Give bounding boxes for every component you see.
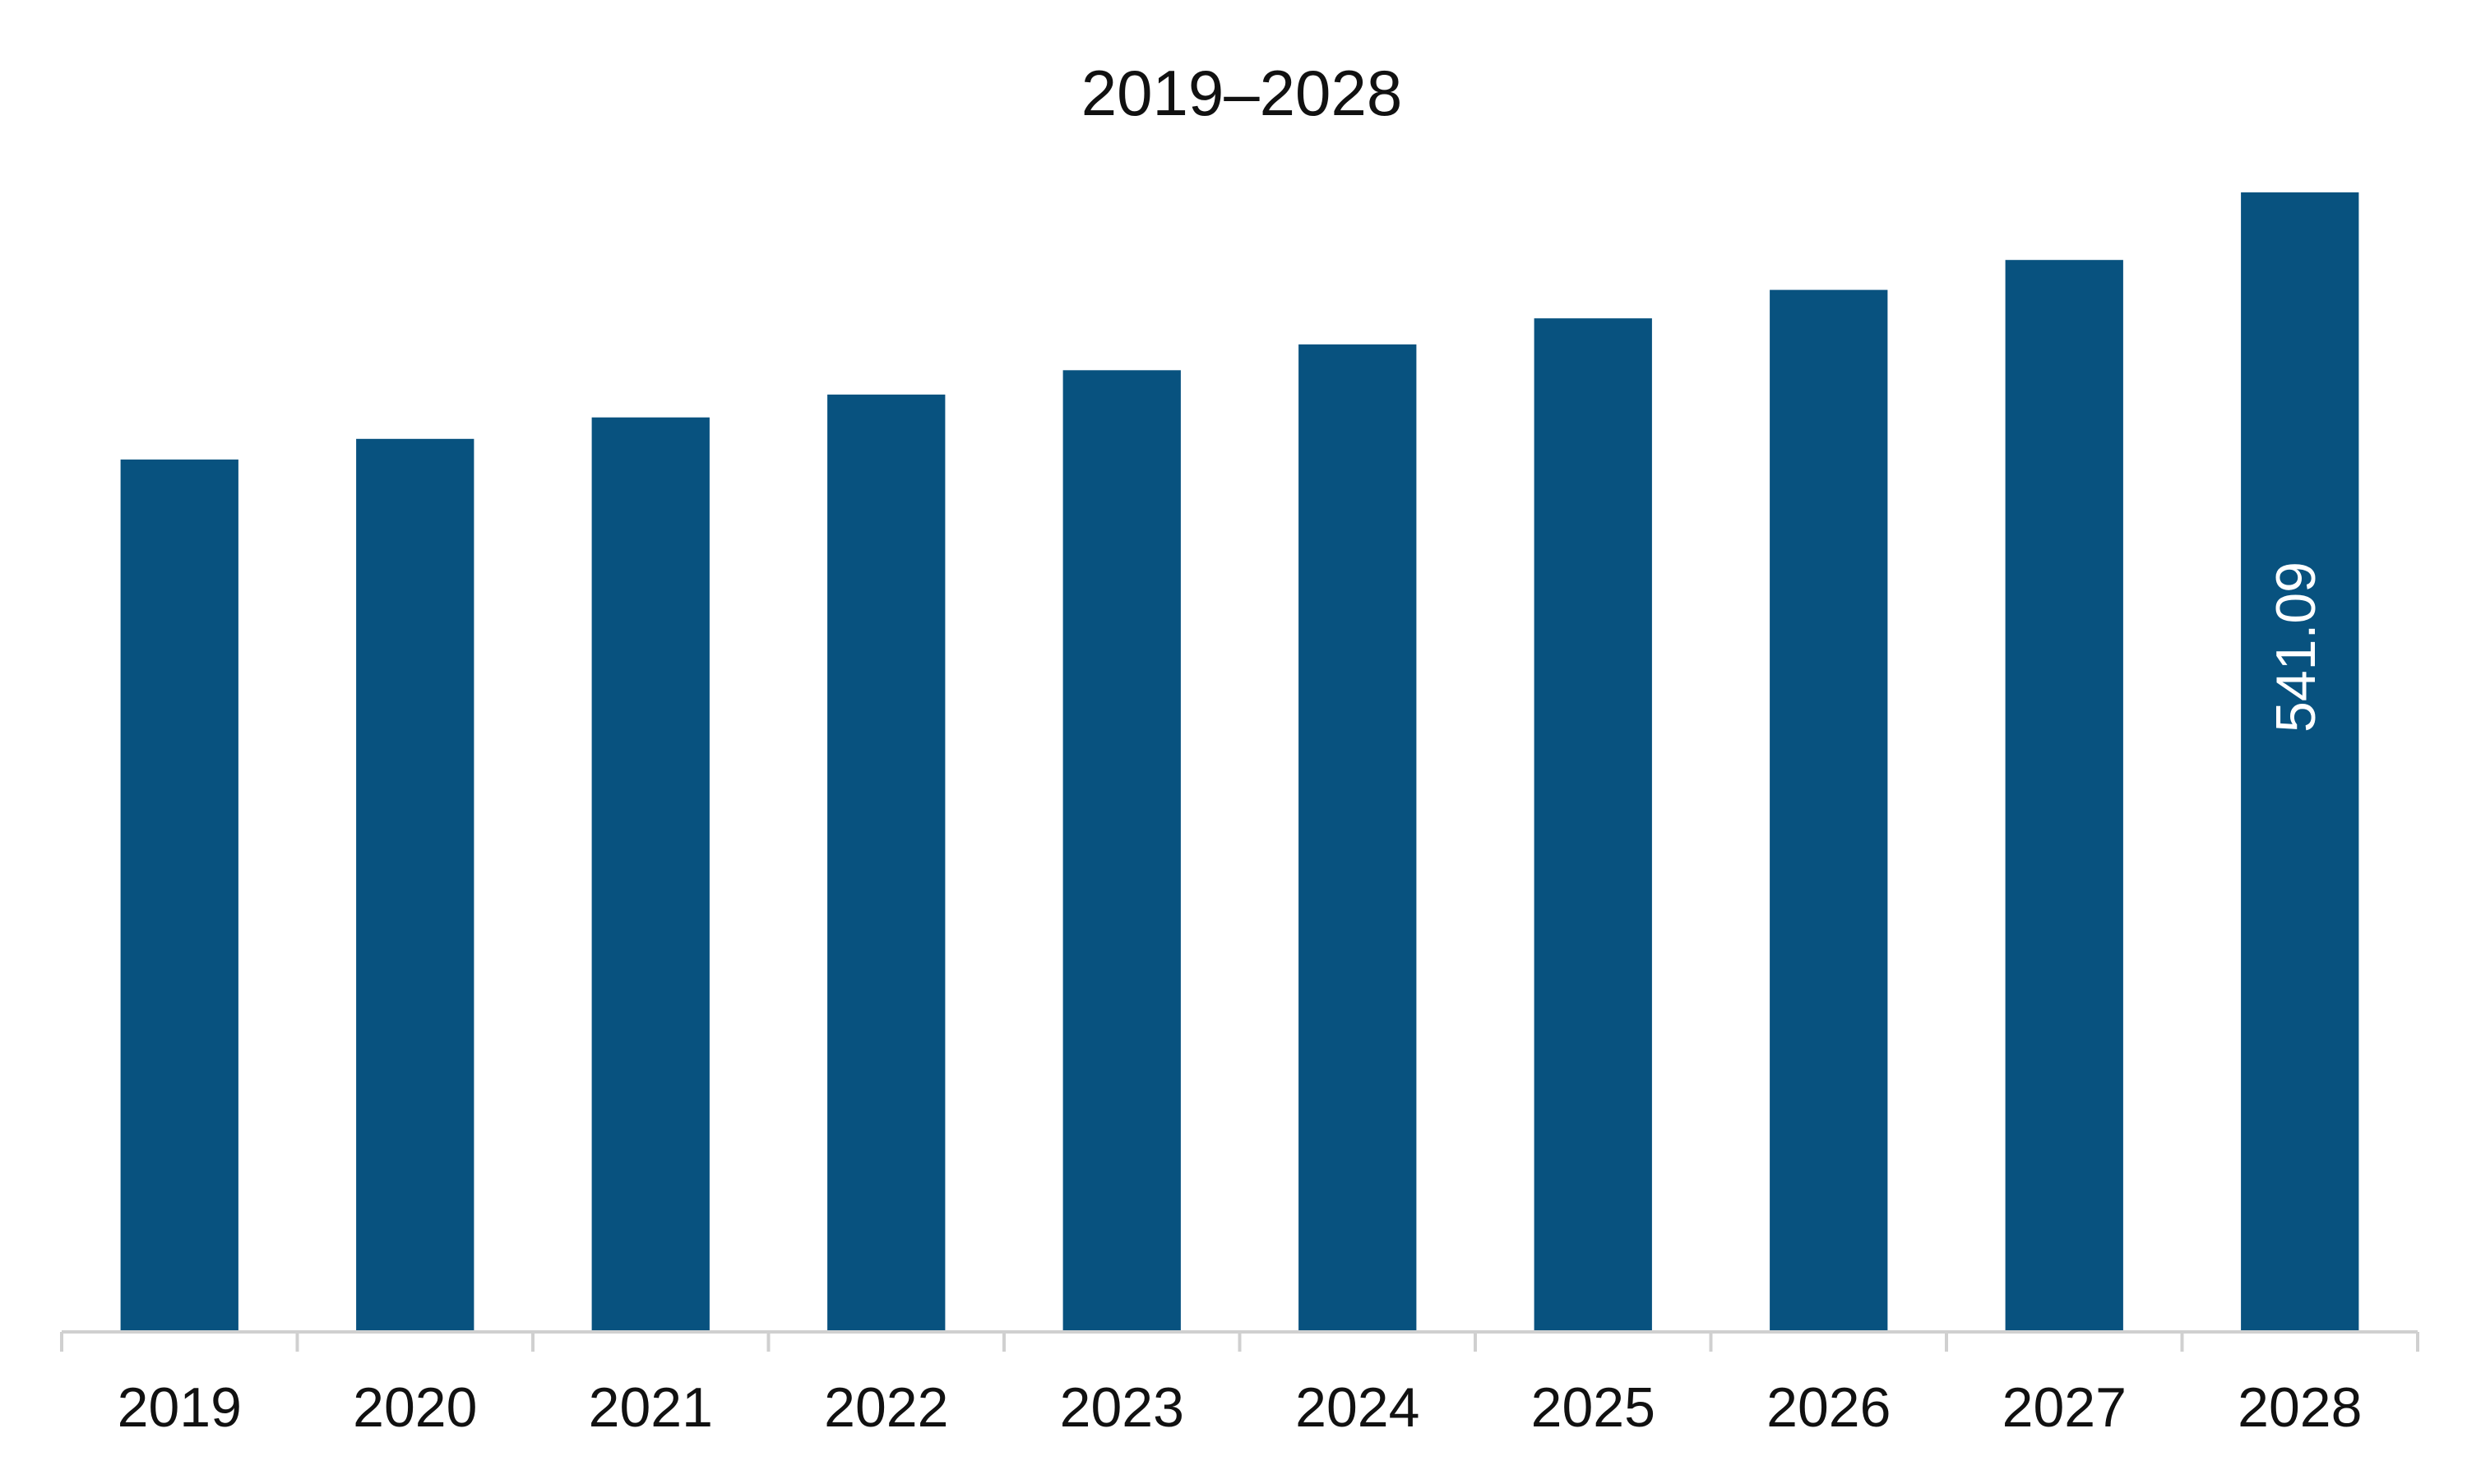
bar-2026 <box>1770 289 1888 1333</box>
chart-title: 2019–2028 <box>1081 57 1402 129</box>
x-tick-label-2021: 2021 <box>589 1376 713 1439</box>
x-tick-label-2023: 2023 <box>1060 1376 1184 1439</box>
bar-2020 <box>356 438 474 1332</box>
bar-2019 <box>120 459 238 1332</box>
bar-2023 <box>1062 370 1181 1332</box>
x-tick-label-2026: 2026 <box>1766 1376 1891 1439</box>
bars-layer <box>120 192 2359 1333</box>
bar-2024 <box>1298 344 1417 1332</box>
x-tick-label-2019: 2019 <box>118 1376 242 1439</box>
x-axis: 2019 2020 2021 2022 2023 2024 2025 2026 2027 2028 <box>60 1330 2419 1439</box>
x-tick-label-2025: 2025 <box>1531 1376 1655 1439</box>
bar-2021 <box>591 417 710 1333</box>
bar-2027 <box>2005 260 2123 1333</box>
data-label-2028: 541.09 <box>2265 562 2327 733</box>
x-tick-label-2027: 2027 <box>2002 1376 2127 1439</box>
bar-2025 <box>1534 318 1652 1333</box>
data-labels-layer: 541.09 <box>2265 562 2327 733</box>
bar-2022 <box>827 394 946 1332</box>
x-tick-label-2028: 2028 <box>2238 1376 2362 1439</box>
x-tick-label-2020: 2020 <box>353 1376 477 1439</box>
bar-2028 <box>2241 192 2359 1332</box>
x-tick-label-2022: 2022 <box>824 1376 948 1439</box>
x-tick-label-2024: 2024 <box>1295 1376 1419 1439</box>
